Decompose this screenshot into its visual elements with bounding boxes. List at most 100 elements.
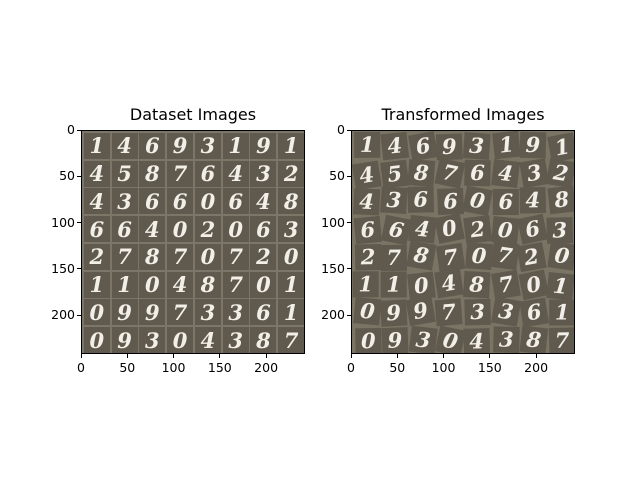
y-tick-mark <box>77 268 81 270</box>
digit-cell: 6 <box>111 216 138 243</box>
digit-cell: 4 <box>520 187 547 214</box>
digit-cell: 4 <box>83 160 110 187</box>
digit-cell: 7 <box>222 271 249 298</box>
digit-cell: 9 <box>381 327 408 353</box>
digit-cell: 0 <box>462 185 493 217</box>
digit-cell: 1 <box>222 132 249 159</box>
y-tick-label: 0 <box>337 122 345 137</box>
digit-cell: 5 <box>111 160 138 187</box>
digit-cell: 0 <box>278 243 304 270</box>
digit-cell: 0 <box>167 216 194 243</box>
digit-cell: 9 <box>111 327 138 353</box>
digit-cell: 3 <box>379 186 408 215</box>
digit-cell: 2 <box>546 157 574 188</box>
x-tick-mark <box>219 354 221 358</box>
digit-cell: 1 <box>278 132 304 159</box>
y-tick-mark <box>347 222 351 224</box>
digit-cell: 4 <box>463 328 490 353</box>
digit-cell: 3 <box>464 299 491 326</box>
digit-cell: 6 <box>194 160 221 187</box>
y-tick-label: 200 <box>321 307 345 323</box>
digit-cell: 7 <box>434 298 463 327</box>
digit-cell: 0 <box>407 271 437 300</box>
digit-cell: 3 <box>250 160 277 187</box>
digit-cell: 4 <box>408 215 437 244</box>
digit-cell: 6 <box>250 299 277 326</box>
digit-cell: 7 <box>434 157 466 189</box>
digit-cell: 2 <box>250 243 277 270</box>
digit-cell: 4 <box>353 188 381 216</box>
x-tick-label: 50 <box>389 360 406 375</box>
digit-cell: 8 <box>547 185 574 215</box>
digit-cell: 8 <box>139 243 166 270</box>
digit-cell: 3 <box>222 299 249 326</box>
digit-cell: 2 <box>194 216 221 243</box>
digit-cell: 8 <box>278 188 304 215</box>
digit-cell: 1 <box>83 271 110 298</box>
digit-cell: 7 <box>167 299 194 326</box>
digit-cell: 3 <box>194 132 221 159</box>
digit-cell: 2 <box>463 215 492 245</box>
digit-cell: 1 <box>380 271 407 298</box>
x-tick-label: 200 <box>254 360 279 375</box>
digit-cell: 3 <box>462 132 491 160</box>
digit-cell: 9 <box>406 296 437 327</box>
digit-cell: 4 <box>111 132 138 159</box>
digit-cell: 5 <box>379 159 409 189</box>
digit-cell: 0 <box>167 327 194 353</box>
digit-cell: 0 <box>139 271 166 298</box>
digit-cell: 0 <box>194 243 221 270</box>
x-tick-label: 200 <box>524 360 549 375</box>
digit-cell: 7 <box>111 243 138 270</box>
digit-cell: 3 <box>492 326 520 353</box>
digit-cell: 7 <box>436 242 466 273</box>
digit-cell: 6 <box>407 186 435 214</box>
digit-cell: 2 <box>516 241 547 272</box>
digit-cell: 4 <box>352 160 382 190</box>
digit-cell: 0 <box>547 241 574 271</box>
digit-cell: 6 <box>408 131 439 162</box>
x-tick-mark <box>396 354 398 358</box>
y-tick-label: 150 <box>51 260 75 276</box>
digit-cell: 7 <box>549 327 574 353</box>
digit-cell: 7 <box>490 269 521 300</box>
digit-cell: 1 <box>111 271 138 298</box>
digit-cell: 0 <box>250 271 277 298</box>
y-tick-mark <box>347 175 351 177</box>
x-tick-label: 150 <box>207 360 232 375</box>
digit-cell: 3 <box>546 217 574 244</box>
digit-cell: 6 <box>167 188 194 215</box>
digit-cell: 6 <box>139 188 166 215</box>
digit-cell: 8 <box>250 327 277 353</box>
y-tick-mark <box>77 314 81 316</box>
x-tick-mark <box>173 354 175 358</box>
digit-cell: 4 <box>380 131 409 161</box>
digit-cell: 2 <box>354 243 382 271</box>
digit-cell: 7 <box>167 243 194 270</box>
digit-cell: 8 <box>406 240 437 271</box>
digit-cell: 4 <box>250 188 277 215</box>
digit-cell: 0 <box>83 299 110 326</box>
digit-cell: 7 <box>380 244 407 271</box>
x-tick-label: 0 <box>347 360 355 375</box>
x-tick-mark <box>126 354 128 358</box>
y-tick-label: 50 <box>329 168 345 184</box>
x-tick-mark <box>535 354 537 358</box>
y-tick-mark <box>347 129 351 131</box>
digit-cell: 8 <box>520 325 549 353</box>
digit-cell: 6 <box>519 298 550 328</box>
digit-cell: 0 <box>465 242 493 270</box>
digit-cell: 1 <box>546 271 574 301</box>
digit-cell: 9 <box>111 299 138 326</box>
digit-cell: 4 <box>139 216 166 243</box>
digit-cell: 3 <box>278 216 304 243</box>
digit-cell: 2 <box>83 243 110 270</box>
digit-cell: 0 <box>353 297 382 326</box>
y-tick-label: 0 <box>67 122 75 137</box>
digit-cell: 4 <box>194 327 221 353</box>
digit-cell: 6 <box>437 188 465 216</box>
digit-cell: 6 <box>492 189 519 216</box>
digit-cell: 3 <box>111 188 138 215</box>
y-tick-label: 100 <box>51 214 75 230</box>
